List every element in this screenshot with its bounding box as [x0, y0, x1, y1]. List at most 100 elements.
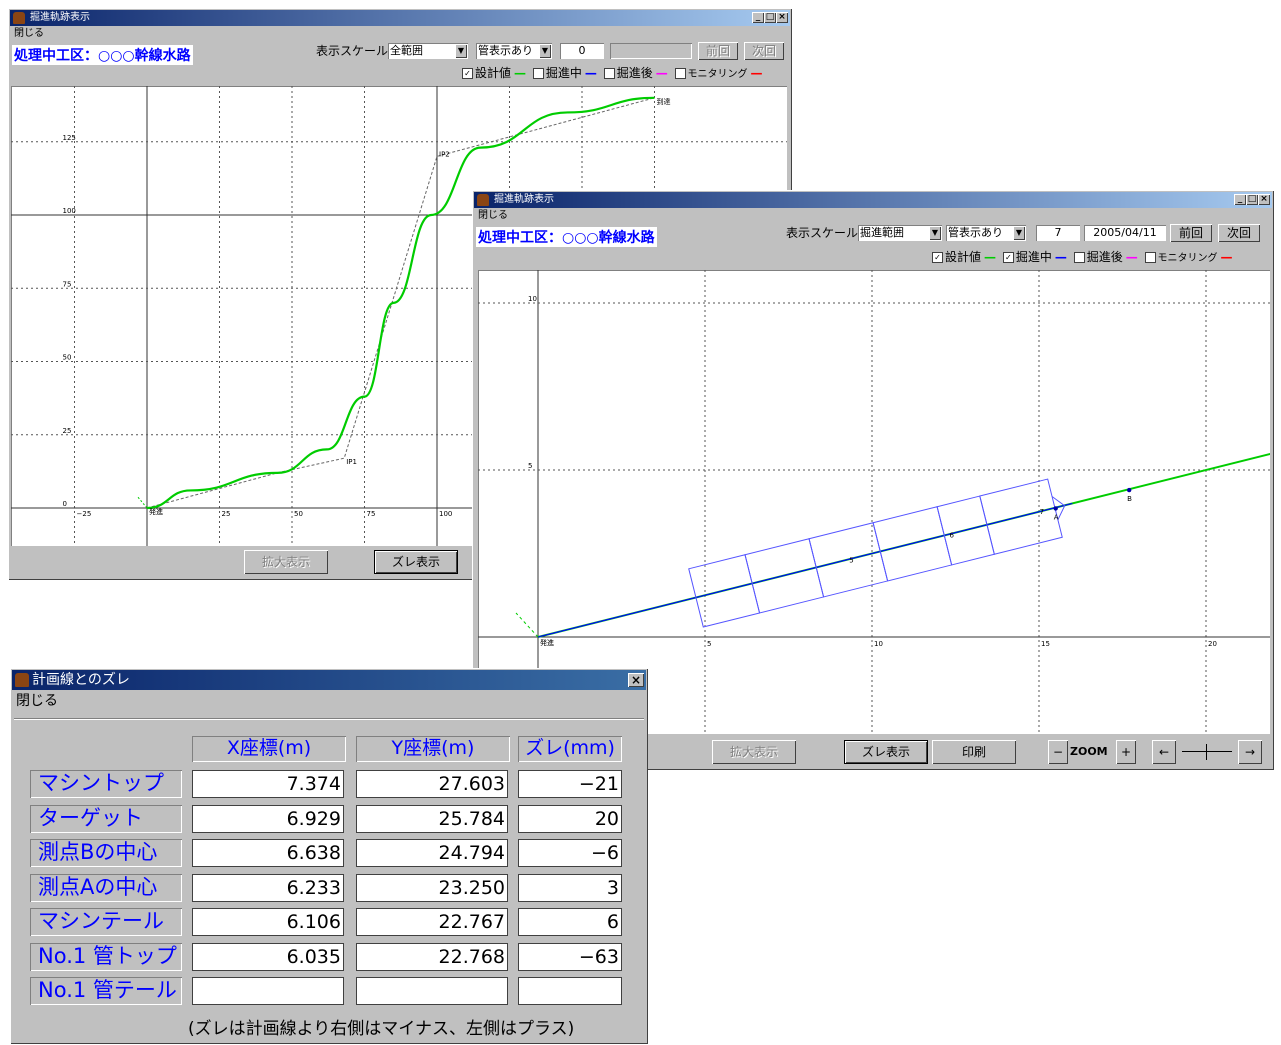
x-tick-label: 100 [439, 510, 452, 518]
dropdown-arrow-icon[interactable]: ▼ [455, 44, 467, 58]
menu-close[interactable]: 閉じる [14, 28, 44, 39]
cell-x: 6.233 [192, 874, 344, 902]
menu-divider [14, 718, 644, 720]
title-bar: 計画線とのズレ × [12, 670, 646, 690]
point-label: 到達 [657, 97, 671, 106]
scale-select[interactable]: 掘進範囲 ▼ [858, 225, 942, 241]
maximize-button[interactable]: □ [1246, 194, 1258, 205]
print-button[interactable]: 印刷 [932, 740, 1016, 764]
window-title: 掘進軌跡表示 [30, 12, 90, 23]
index-field[interactable]: 7 [1036, 225, 1080, 241]
monitoring-checkbox[interactable] [1144, 252, 1156, 263]
monitoring-checkbox[interactable] [674, 68, 686, 79]
after-checkbox[interactable] [603, 68, 615, 79]
point-label: 発進 [149, 507, 163, 516]
cell-d: −63 [518, 943, 622, 971]
pipe-select-value: 管表示あり [478, 44, 533, 57]
design-checkbox[interactable]: ✓ [462, 68, 473, 79]
minimize-button[interactable]: _ [752, 12, 764, 23]
next-button[interactable]: 次回 [744, 42, 784, 60]
zoom-view-button[interactable]: 拡大表示 [244, 550, 328, 574]
zoom-minus-button[interactable]: − [1048, 740, 1068, 764]
plot2-svg: 5 10 15 20 5 10 5 6 7 A B 発進 [478, 270, 1270, 734]
pipe-select[interactable]: 管表示あり ▼ [476, 43, 552, 59]
cell-y: 24.794 [356, 839, 508, 867]
dropdown-arrow-icon[interactable]: ▼ [1013, 226, 1025, 240]
y-tick-label: 125 [63, 134, 76, 142]
x-tick-label: 50 [294, 510, 303, 518]
cell-x: 6.929 [192, 805, 344, 833]
x-tick-label: 20 [1208, 640, 1217, 648]
pan-slider[interactable] [1180, 740, 1234, 764]
close-button[interactable]: × [776, 12, 788, 23]
pan-slider-thumb[interactable] [1206, 744, 1207, 760]
col-header-y: Y座標(m) [356, 736, 510, 762]
cell-y: 27.603 [356, 770, 508, 798]
pipe-select[interactable]: 管表示あり ▼ [946, 225, 1026, 241]
title-bar: 掘進軌跡表示 _ □ × [474, 192, 1272, 208]
cell-x: 6.638 [192, 839, 344, 867]
x-tick-label: 10 [874, 640, 883, 648]
after-checkbox[interactable] [1073, 252, 1085, 263]
prev-button[interactable]: 前回 [698, 42, 738, 60]
cell-x: 6.106 [192, 908, 344, 936]
y-tick-label: 75 [63, 280, 72, 288]
menu-close[interactable]: 閉じる [16, 693, 58, 709]
maximize-button[interactable]: □ [764, 12, 776, 23]
cell-y: 22.767 [356, 908, 508, 936]
pipe-number-label: 5 [849, 557, 853, 565]
pipe-number-label: 6 [950, 531, 955, 539]
legend-driving-label: 掘進中 [1015, 250, 1052, 264]
legend-driving-label: 掘進中 [545, 66, 582, 80]
y-tick-label: 0 [63, 500, 67, 508]
index-field[interactable]: 0 [560, 43, 604, 59]
date-field [610, 43, 692, 59]
app-icon [13, 12, 25, 24]
row-label: 測点Aの中心 [30, 874, 182, 902]
cell-y: 25.784 [356, 805, 508, 833]
legend-after-label: 掘進後 [616, 66, 653, 80]
trajectory-plot-driving[interactable]: 5 10 15 20 5 10 5 6 7 A B 発進 [478, 270, 1270, 734]
point-label: IP2 [439, 151, 450, 159]
cell-y: 23.250 [356, 874, 508, 902]
x-tick-label: 5 [707, 640, 711, 648]
scale-select-value: 掘進範囲 [860, 226, 904, 239]
title-bar: 掘進軌跡表示 _ □ × [10, 10, 790, 26]
deviation-button[interactable]: ズレ表示 [374, 550, 458, 574]
x-tick-label: 15 [1041, 640, 1050, 648]
dropdown-arrow-icon[interactable]: ▼ [929, 226, 941, 240]
minimize-button[interactable]: _ [1234, 194, 1246, 205]
zoom-plus-button[interactable]: + [1116, 740, 1136, 764]
page-title: 処理中工区：○○○幹線水路 [476, 227, 657, 247]
x-tick-label: 25 [222, 510, 231, 518]
cell-x [192, 977, 344, 1005]
close-button[interactable]: × [1258, 194, 1270, 205]
x-tick-label: −25 [77, 510, 92, 518]
prev-button[interactable]: 前回 [1170, 224, 1212, 242]
pan-left-button[interactable]: ← [1152, 740, 1176, 764]
legend-monitoring-label: モニタリング [1157, 253, 1218, 264]
menu-close[interactable]: 閉じる [478, 210, 508, 221]
deviation-note: (ズレは計画線より右側はマイナス、左側はプラス) [188, 1019, 575, 1039]
app-icon [477, 194, 489, 206]
driving-checkbox[interactable]: ✓ [1002, 252, 1014, 263]
scale-select[interactable]: 全範囲 ▼ [388, 43, 468, 59]
design-curve [146, 96, 655, 510]
col-header-x: X座標(m) [192, 736, 346, 762]
machine-head [1051, 496, 1066, 521]
row-label: No.1 管トップ [30, 943, 182, 971]
close-button[interactable]: × [628, 673, 644, 687]
y-tick-label: 25 [63, 427, 72, 435]
y-tick-label: 50 [63, 354, 72, 362]
dropdown-arrow-icon[interactable]: ▼ [539, 44, 551, 58]
design-checkbox[interactable]: ✓ [932, 252, 943, 263]
legend-monitoring-label: モニタリング [687, 69, 748, 80]
driving-checkbox[interactable] [532, 68, 544, 79]
y-tick-label: 10 [528, 295, 537, 303]
next-button[interactable]: 次回 [1218, 224, 1260, 242]
pan-right-button[interactable]: → [1238, 740, 1262, 764]
row-label: マシントップ [30, 770, 182, 798]
deviation-button[interactable]: ズレ表示 [844, 740, 928, 764]
zoom-view-button[interactable]: 拡大表示 [712, 740, 796, 764]
x-tick-label: 75 [367, 510, 376, 518]
